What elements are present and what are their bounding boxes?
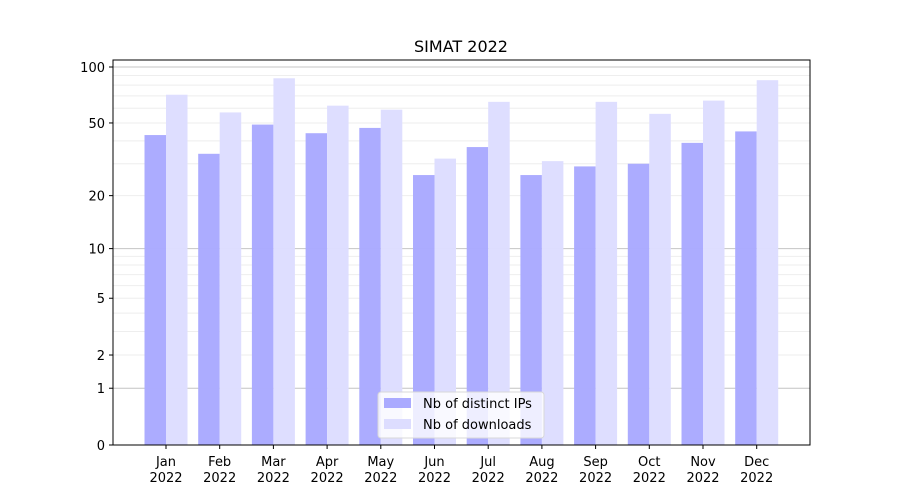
- bar-downloads: [649, 113, 671, 446]
- x-tick-label: Feb: [208, 455, 231, 470]
- x-tick-label: 2022: [364, 471, 397, 486]
- bar-downloads: [595, 101, 618, 445]
- legend-label: Nb of distinct IPs: [423, 397, 532, 412]
- y-tick-label: 10: [88, 243, 105, 258]
- x-tick-label: 2022: [472, 471, 505, 486]
- legend-label: Nb of downloads: [423, 418, 532, 433]
- x-tick-label: 2022: [311, 471, 344, 486]
- y-tick-label: 20: [88, 190, 105, 205]
- bar-distinct-ips: [627, 163, 650, 445]
- x-tick-label: 2022: [203, 471, 236, 486]
- bar-distinct-ips: [251, 124, 274, 445]
- x-tick-label: Jan: [155, 455, 176, 470]
- bar-downloads: [541, 161, 564, 446]
- bar-distinct-ips: [413, 175, 435, 445]
- bar-distinct-ips: [198, 153, 220, 445]
- y-tick-label: 100: [80, 61, 105, 76]
- x-tick-label: Oct: [638, 455, 660, 470]
- x-tick-label: Jul: [479, 455, 496, 470]
- x-tick-label: Dec: [744, 455, 769, 470]
- chart-title: SIMAT 2022: [414, 37, 508, 56]
- bar-downloads: [273, 78, 295, 445]
- bar-distinct-ips: [681, 142, 703, 445]
- x-tick-label: Jun: [423, 455, 444, 470]
- x-tick-label: May: [367, 455, 394, 470]
- legend-swatch: [384, 419, 411, 429]
- bar-distinct-ips: [466, 147, 489, 445]
- x-tick-label: 2022: [633, 471, 666, 486]
- x-tick-label: Sep: [583, 455, 608, 470]
- bar-downloads: [380, 109, 403, 445]
- bar-downloads: [166, 94, 188, 446]
- x-tick-label: Nov: [690, 455, 716, 470]
- bar-distinct-ips: [520, 175, 542, 445]
- bar-downloads: [327, 105, 349, 446]
- x-tick-label: 2022: [579, 471, 612, 486]
- bar-downloads: [756, 80, 779, 445]
- bar-distinct-ips: [144, 135, 166, 446]
- x-tick-label: 2022: [418, 471, 451, 486]
- y-tick-label: 2: [97, 349, 105, 364]
- legend-box: [377, 391, 545, 439]
- bar-distinct-ips: [305, 133, 328, 445]
- y-tick-label: 50: [88, 117, 105, 132]
- bar-distinct-ips: [359, 127, 381, 445]
- x-tick-label: 2022: [525, 471, 558, 486]
- x-tick-label: 2022: [740, 471, 773, 486]
- bar-distinct-ips: [735, 131, 757, 445]
- y-tick-label: 1: [97, 382, 105, 397]
- plot-frame: [112, 59, 811, 446]
- bar-distinct-ips: [574, 166, 596, 446]
- bar-downloads: [434, 158, 456, 445]
- legend-swatch: [384, 398, 411, 408]
- bar-downloads: [219, 112, 242, 446]
- y-tick-label: 0: [97, 439, 105, 454]
- bar-downloads: [488, 101, 510, 445]
- x-tick-label: Mar: [261, 455, 286, 470]
- y-tick-label: 5: [97, 292, 105, 307]
- legend: Nb of distinct IPs Nb of downloads: [377, 391, 545, 439]
- x-tick-label: Aug: [529, 455, 554, 470]
- bar-downloads: [703, 100, 725, 446]
- x-tick-label: 2022: [149, 471, 182, 486]
- x-tick-label: 2022: [686, 471, 719, 486]
- x-tick-label: Apr: [316, 455, 339, 470]
- x-tick-label: 2022: [257, 471, 290, 486]
